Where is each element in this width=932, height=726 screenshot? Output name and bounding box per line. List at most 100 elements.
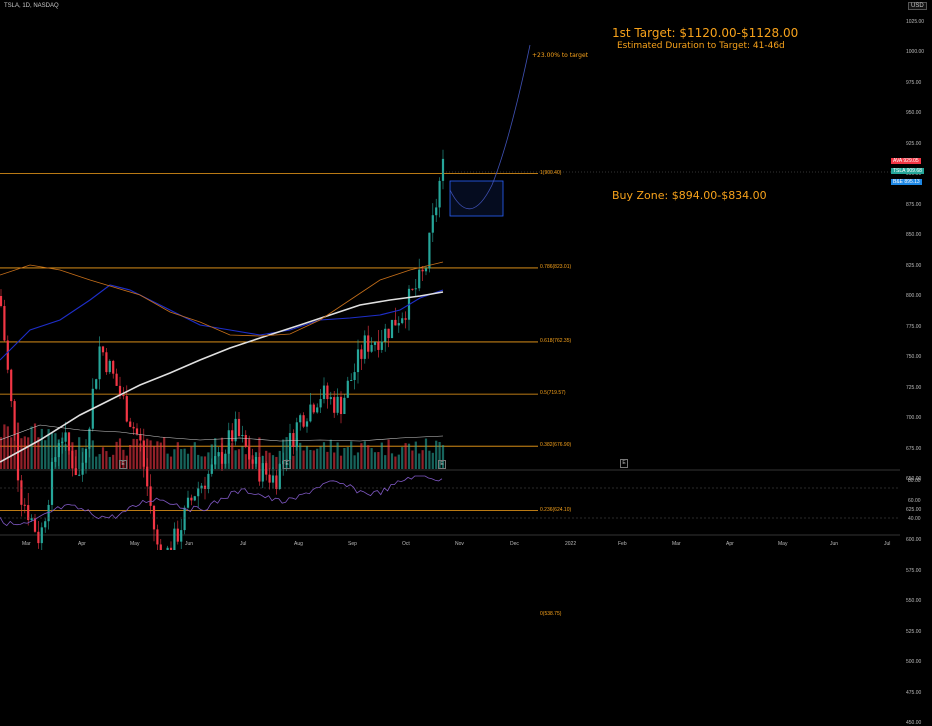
candle bbox=[326, 385, 329, 400]
fib-label: 1(900.40) bbox=[540, 169, 562, 176]
volume-bar bbox=[356, 452, 360, 469]
volume-bar bbox=[397, 454, 400, 469]
volume-bar bbox=[418, 453, 421, 469]
candle bbox=[373, 341, 377, 345]
earnings-marker[interactable]: E bbox=[620, 459, 628, 468]
candle bbox=[414, 288, 417, 290]
y-axis-tick: 675.00 bbox=[906, 445, 922, 452]
volume-bar bbox=[159, 442, 162, 469]
candle bbox=[343, 397, 346, 415]
candle bbox=[350, 379, 353, 381]
fib-label: 0.382(676.90) bbox=[540, 442, 572, 449]
volume-bar bbox=[336, 442, 339, 469]
x-axis-tick: Dec bbox=[510, 541, 519, 547]
candle bbox=[261, 463, 264, 482]
volume-bar bbox=[50, 432, 54, 469]
candle bbox=[244, 434, 247, 448]
y-axis-tick: 1000.00 bbox=[906, 49, 925, 55]
volume-bar bbox=[227, 442, 230, 469]
buy-zone-annotation: Buy Zone: $894.00-$834.00 bbox=[612, 189, 767, 202]
candle bbox=[20, 480, 23, 505]
candle bbox=[271, 475, 275, 483]
volume-bar bbox=[214, 438, 217, 469]
volume-bar bbox=[98, 454, 101, 469]
volume-bar bbox=[139, 443, 142, 469]
price-chart[interactable] bbox=[0, 0, 932, 550]
candle bbox=[101, 346, 105, 353]
candle bbox=[210, 464, 213, 474]
volume-bar bbox=[322, 442, 326, 469]
volume-bar bbox=[435, 440, 438, 469]
earnings-marker[interactable]: E bbox=[438, 460, 446, 469]
volume-bar bbox=[64, 444, 67, 469]
candle bbox=[50, 461, 54, 505]
candle bbox=[108, 360, 111, 373]
candle bbox=[370, 344, 373, 352]
volume-bar bbox=[309, 449, 312, 469]
volume-bar bbox=[424, 438, 428, 469]
candle bbox=[115, 373, 118, 386]
earnings-marker[interactable]: E bbox=[119, 460, 127, 469]
candle bbox=[125, 396, 128, 422]
y-axis-tick: 450.00 bbox=[906, 720, 922, 726]
y-axis-tick: 925.00 bbox=[906, 140, 922, 147]
rsi-axis-tick: 80.00 bbox=[908, 478, 921, 484]
volume-bar bbox=[353, 455, 356, 469]
candle bbox=[363, 335, 366, 359]
rsi-line bbox=[0, 475, 443, 527]
volume-bar bbox=[146, 438, 149, 469]
candle bbox=[197, 488, 200, 497]
candle bbox=[411, 288, 414, 290]
volume-bar bbox=[186, 453, 190, 469]
candle bbox=[23, 504, 26, 506]
candle bbox=[129, 421, 132, 427]
price-tag: B&E 895.13 bbox=[891, 179, 922, 185]
volume-bar bbox=[428, 450, 431, 469]
volume-bar bbox=[88, 443, 91, 469]
volume-bar bbox=[421, 450, 424, 469]
volume-bar bbox=[329, 439, 332, 469]
volume-bar bbox=[254, 452, 258, 469]
fib-label: 0(538.75) bbox=[540, 610, 562, 617]
volume-bar bbox=[367, 445, 370, 469]
candle bbox=[316, 407, 319, 413]
candle bbox=[401, 318, 404, 324]
candle bbox=[278, 464, 281, 490]
ma-white-line bbox=[0, 291, 444, 463]
volume-bar bbox=[288, 438, 292, 469]
candle bbox=[299, 415, 302, 423]
x-axis-tick: Jul bbox=[884, 541, 891, 547]
volume-bar bbox=[299, 442, 302, 469]
candle bbox=[47, 504, 50, 522]
candle bbox=[333, 397, 336, 413]
volume-bar bbox=[197, 454, 200, 469]
volume-bar bbox=[95, 456, 98, 469]
x-axis-tick: May bbox=[778, 541, 788, 547]
y-axis-tick: 950.00 bbox=[906, 110, 922, 116]
currency-button[interactable]: USD bbox=[908, 2, 927, 10]
volume-bar bbox=[346, 447, 349, 469]
candle bbox=[139, 434, 142, 441]
buy-zone-box bbox=[449, 180, 504, 217]
x-axis-tick: 2022 bbox=[565, 541, 577, 547]
volume-bar bbox=[248, 438, 251, 469]
volume-bar bbox=[401, 447, 404, 469]
candle bbox=[156, 529, 159, 545]
volume-bar bbox=[210, 444, 213, 469]
candle bbox=[176, 528, 179, 542]
y-axis-tick: 1025.00 bbox=[906, 18, 925, 25]
volume-bar bbox=[81, 447, 84, 469]
volume-bar bbox=[275, 456, 278, 469]
volume-bar bbox=[312, 450, 315, 469]
earnings-marker[interactable]: E bbox=[283, 460, 291, 469]
x-axis-tick: Nov bbox=[455, 541, 464, 547]
volume-bar bbox=[84, 451, 88, 469]
volume-bar bbox=[231, 442, 234, 469]
x-axis-tick: Feb bbox=[618, 541, 627, 547]
candle bbox=[312, 404, 315, 413]
candle bbox=[33, 518, 37, 532]
volume-bar bbox=[350, 441, 353, 469]
y-axis-tick: 550.00 bbox=[906, 598, 922, 604]
volume-bar bbox=[251, 455, 254, 469]
candle bbox=[135, 428, 139, 435]
